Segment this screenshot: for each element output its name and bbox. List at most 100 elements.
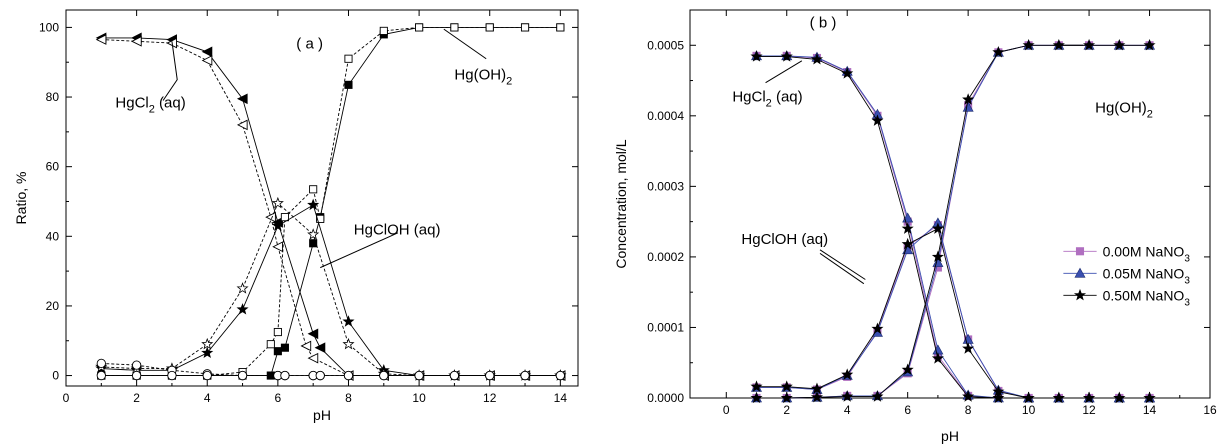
legend-marker xyxy=(1073,288,1087,301)
data-point xyxy=(379,26,388,35)
x-tick-label: 12 xyxy=(483,391,497,405)
x-tick-label: 10 xyxy=(1022,403,1036,417)
data-point xyxy=(810,53,823,65)
data-point xyxy=(841,67,854,79)
data-point xyxy=(272,241,283,253)
x-tick-label: 8 xyxy=(345,391,352,405)
data-point xyxy=(167,370,177,381)
annotation-subscript: 2 xyxy=(1147,108,1153,120)
y-tick-label: 0.0004 xyxy=(647,109,684,123)
data-point xyxy=(932,256,944,267)
data-point xyxy=(750,50,763,62)
data-point xyxy=(780,391,793,404)
series-0 xyxy=(752,41,1154,403)
y-tick-label: 0 xyxy=(52,369,59,383)
legend-label-main: 0.00M NaNO xyxy=(1103,243,1185,259)
annotation-leader xyxy=(162,41,178,101)
series-line xyxy=(756,56,1150,399)
data-point xyxy=(307,198,320,211)
data-point xyxy=(810,382,823,394)
annotation-main-text: HgCl xyxy=(732,89,765,106)
legend-marker xyxy=(1074,267,1086,278)
y-tick-label: 40 xyxy=(46,229,60,243)
data-point xyxy=(485,370,495,381)
series-line xyxy=(756,55,1150,399)
data-point xyxy=(237,370,248,381)
data-point xyxy=(415,23,424,32)
data-point xyxy=(841,390,854,402)
data-point xyxy=(962,390,975,402)
series-line xyxy=(756,44,1150,399)
data-point xyxy=(131,370,142,381)
panel-a-ratio-chart: 0 2 4 6 8 10 12 14 0 20 40 60 80 100 pH Ratio, % ( a ) Hg… xyxy=(13,9,579,423)
series-5 xyxy=(95,196,567,381)
annotation-leader xyxy=(443,28,487,60)
data-point xyxy=(236,119,248,131)
y-tick-label: 60 xyxy=(46,160,60,174)
x-tick-label: 14 xyxy=(1143,403,1157,417)
legend-label: 0.00M NaNO3 xyxy=(1103,243,1191,264)
series-2 xyxy=(750,38,1156,404)
panel-label: ( b ) xyxy=(810,15,837,32)
annotation-label: Hg(OH)2 xyxy=(454,67,512,88)
data-point xyxy=(300,340,312,352)
y-tick-label: 0.0001 xyxy=(647,320,684,334)
y-tick-label: 0.0003 xyxy=(647,179,684,193)
x-tick-label: 6 xyxy=(275,391,282,405)
data-point xyxy=(556,23,565,32)
panel-label: ( a ) xyxy=(296,35,323,52)
annotation-leader xyxy=(320,232,399,269)
data-point xyxy=(962,342,975,354)
x-tick-label: 2 xyxy=(783,403,790,417)
annotation-main-text: Hg(OH) xyxy=(1095,99,1147,116)
data-point xyxy=(1022,391,1035,404)
data-point xyxy=(273,347,282,356)
data-point xyxy=(201,337,214,350)
data-point xyxy=(265,211,276,223)
data-point xyxy=(344,80,353,89)
annotation-label: HgCl2 (aq) xyxy=(732,89,802,110)
y-tick-label: 100 xyxy=(39,20,59,34)
data-point xyxy=(449,370,460,381)
data-point xyxy=(131,36,142,47)
legend-label-subscript: 3 xyxy=(1184,253,1190,264)
annotation-subscript: 2 xyxy=(766,98,772,110)
data-point xyxy=(280,370,290,381)
data-point xyxy=(871,114,884,126)
x-tick-label: 4 xyxy=(844,403,851,417)
data-point xyxy=(273,327,282,337)
data-point xyxy=(236,303,249,315)
annotation-subscript: 2 xyxy=(149,103,155,115)
annotation-label: HgClOH (aq) xyxy=(741,231,828,248)
x-tick-label: 0 xyxy=(723,403,730,417)
data-point xyxy=(280,343,289,352)
annotation-rest-text: (aq) xyxy=(155,94,186,111)
data-point xyxy=(485,23,494,32)
data-point xyxy=(1143,391,1156,404)
data-point xyxy=(901,237,914,250)
data-point xyxy=(343,370,354,381)
series-7 xyxy=(96,370,565,381)
x-tick-label: 4 xyxy=(204,391,211,405)
data-point xyxy=(96,370,106,381)
data-point xyxy=(962,93,975,105)
annotation-label: HgClOH (aq) xyxy=(354,222,441,239)
data-point xyxy=(315,370,325,381)
data-point xyxy=(841,368,854,380)
data-point xyxy=(236,93,248,105)
data-point xyxy=(379,370,389,381)
data-point xyxy=(520,23,530,32)
legend-label: 0.05M NaNO3 xyxy=(1103,265,1191,286)
x-axis-title: pH xyxy=(941,428,959,444)
data-point xyxy=(992,385,1005,397)
plot-frame xyxy=(689,9,1211,399)
data-point xyxy=(271,196,284,209)
data-point xyxy=(992,391,1005,404)
data-point xyxy=(780,380,793,392)
data-point xyxy=(316,214,325,223)
data-point xyxy=(201,55,213,66)
data-point xyxy=(201,46,213,58)
data-point xyxy=(201,346,214,359)
series-line xyxy=(756,228,1150,399)
